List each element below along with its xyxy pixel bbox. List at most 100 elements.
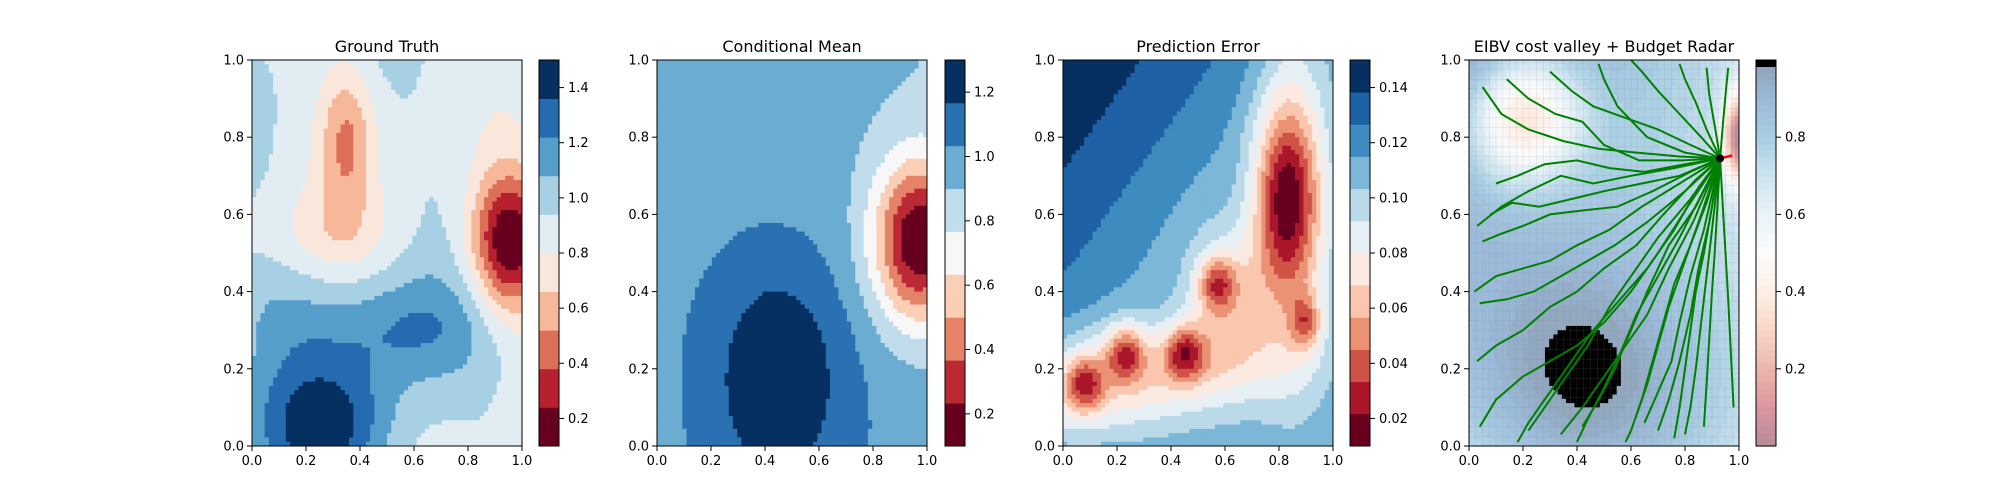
colorbar-tick-label: 1.4 xyxy=(568,81,589,96)
y-tick-label: 0.6 xyxy=(1034,208,1055,223)
y-tick-label: 1.0 xyxy=(628,54,649,69)
colorbar-level xyxy=(539,407,559,446)
colorbar-4: 0.2 0.4 0.6 0.8 xyxy=(1756,60,1806,447)
y-tick-label: 0.0 xyxy=(628,440,649,455)
x-tick-label: 0.6 xyxy=(1621,454,1642,469)
colorbar-level xyxy=(1350,253,1370,286)
x-tick-label: 0.8 xyxy=(1269,454,1290,469)
heatmap-3 xyxy=(1063,60,1334,447)
colorbar-tick-label: 0.6 xyxy=(974,279,995,294)
colorbar-tick-label: 0.2 xyxy=(568,412,589,427)
colorbar-tick-label: 0.2 xyxy=(974,407,995,422)
colorbar-tick-label: 0.02 xyxy=(1379,412,1408,427)
colorbar-tick-label: 1.0 xyxy=(568,191,589,206)
x-tick-label: 0.0 xyxy=(242,454,263,469)
x-tick-label: 1.0 xyxy=(917,454,938,469)
x-tick-label: 1.0 xyxy=(1323,454,1344,469)
y-tick-label: 1.0 xyxy=(223,54,244,69)
colorbar-level xyxy=(1350,317,1370,350)
colorbar-level xyxy=(1350,157,1370,190)
y-tick-label: 0.2 xyxy=(1440,362,1461,377)
y-tick-label: 0.8 xyxy=(1034,131,1055,146)
y-tick-label: 0.8 xyxy=(223,131,244,146)
colorbar-level xyxy=(945,60,965,103)
colorbar-3: 0.02 0.04 0.06 0.08 0.10 0.12 0.14 xyxy=(1350,60,1408,446)
subplot-title: EIBV cost valley + Budget Radar xyxy=(1474,37,1735,56)
subplot-title: Prediction Error xyxy=(1136,37,1260,56)
y-tick-label: 0.8 xyxy=(1440,131,1461,146)
subplot-4: 0.0 0.2 0.4 0.6 0.8 1.0 0.0 0.2 0.4 0.6 0.8 1.0 EIBV… xyxy=(1440,37,1805,469)
colorbar-tick-label: 0.08 xyxy=(1379,247,1408,262)
colorbar-tick-label: 0.2 xyxy=(1785,362,1806,377)
x-tick-label: 0.0 xyxy=(647,454,668,469)
x-tick-label: 1.0 xyxy=(1729,454,1750,469)
x-tick-label: 0.4 xyxy=(1161,454,1182,469)
colorbar-level xyxy=(1350,92,1370,125)
colorbar-level xyxy=(945,317,965,360)
x-tick-label: 0.4 xyxy=(350,454,371,469)
y-tick-label: 0.8 xyxy=(628,131,649,146)
colorbar-tick-label: 0.6 xyxy=(1785,208,1806,223)
y-tick-label: 0.6 xyxy=(1440,208,1461,223)
colorbar-level xyxy=(945,232,965,275)
y-tick-label: 0.0 xyxy=(1440,440,1461,455)
colorbar-level xyxy=(1350,382,1370,415)
colorbar-level xyxy=(1350,189,1370,222)
colorbar-tick-label: 0.4 xyxy=(974,343,995,358)
x-tick-label: 0.6 xyxy=(809,454,830,469)
colorbar-tick-label: 0.8 xyxy=(568,247,589,262)
x-tick-label: 0.8 xyxy=(863,454,884,469)
y-tick-label: 0.6 xyxy=(223,208,244,223)
colorbar-tick-label: 1.2 xyxy=(974,86,995,101)
subplot-title: Ground Truth xyxy=(335,37,440,56)
colorbar-tick-label: 0.06 xyxy=(1379,302,1408,317)
colorbar-level xyxy=(1350,124,1370,157)
colorbar-tick-label: 0.8 xyxy=(1785,131,1806,146)
colorbar-level xyxy=(539,214,559,253)
heatmap-4 xyxy=(1469,60,1740,447)
heatmap-1 xyxy=(252,60,523,447)
y-tick-label: 0.0 xyxy=(1034,440,1055,455)
subplot-title: Conditional Mean xyxy=(722,37,861,56)
colorbar-tick-label: 0.4 xyxy=(1785,285,1806,300)
colorbar-level xyxy=(539,253,559,292)
y-tick-label: 0.2 xyxy=(223,362,244,377)
colorbar-tick-label: 0.4 xyxy=(568,357,589,372)
x-tick-label: 0.2 xyxy=(1513,454,1534,469)
colorbar-level xyxy=(539,137,559,176)
colorbar-level xyxy=(1350,350,1370,383)
y-tick-label: 0.2 xyxy=(628,362,649,377)
subplot-2: 0.0 0.2 0.4 0.6 0.8 1.0 0.0 0.2 0.4 0.6 0.8 1.0 Cond… xyxy=(628,37,994,469)
x-tick-label: 0.8 xyxy=(458,454,479,469)
y-tick-label: 0.4 xyxy=(628,285,649,300)
colorbar-level xyxy=(1350,221,1370,254)
colorbar-2: 0.20.40.60.81.01.2 xyxy=(945,60,995,446)
x-tick-label: 0.0 xyxy=(1053,454,1074,469)
x-tick-label: 0.6 xyxy=(1215,454,1236,469)
x-tick-label: 0.2 xyxy=(701,454,722,469)
colorbar-tick-label: 1.0 xyxy=(974,150,995,165)
x-tick-label: 0.8 xyxy=(1675,454,1696,469)
colorbar-1: 0.20.40.60.81.01.21.4 xyxy=(539,60,589,446)
y-tick-label: 0.0 xyxy=(223,440,244,455)
x-tick-label: 1.0 xyxy=(512,454,533,469)
colorbar-level xyxy=(945,146,965,189)
colorbar-tick-label: 0.14 xyxy=(1379,81,1408,96)
colorbar-level xyxy=(945,103,965,146)
colorbar-tick-label: 0.04 xyxy=(1379,357,1408,372)
y-tick-label: 0.4 xyxy=(1440,285,1461,300)
colorbar-level xyxy=(1350,285,1370,318)
x-tick-label: 0.0 xyxy=(1459,454,1480,469)
y-tick-label: 0.2 xyxy=(1034,362,1055,377)
x-tick-label: 0.4 xyxy=(755,454,776,469)
colorbar-level xyxy=(539,292,559,331)
colorbar-level xyxy=(1350,60,1370,93)
colorbar-tick-label: 0.10 xyxy=(1379,191,1408,206)
colorbar-tick-label: 1.2 xyxy=(568,136,589,151)
y-tick-label: 1.0 xyxy=(1440,54,1461,69)
colorbar-tick-label: 0.12 xyxy=(1379,136,1408,151)
